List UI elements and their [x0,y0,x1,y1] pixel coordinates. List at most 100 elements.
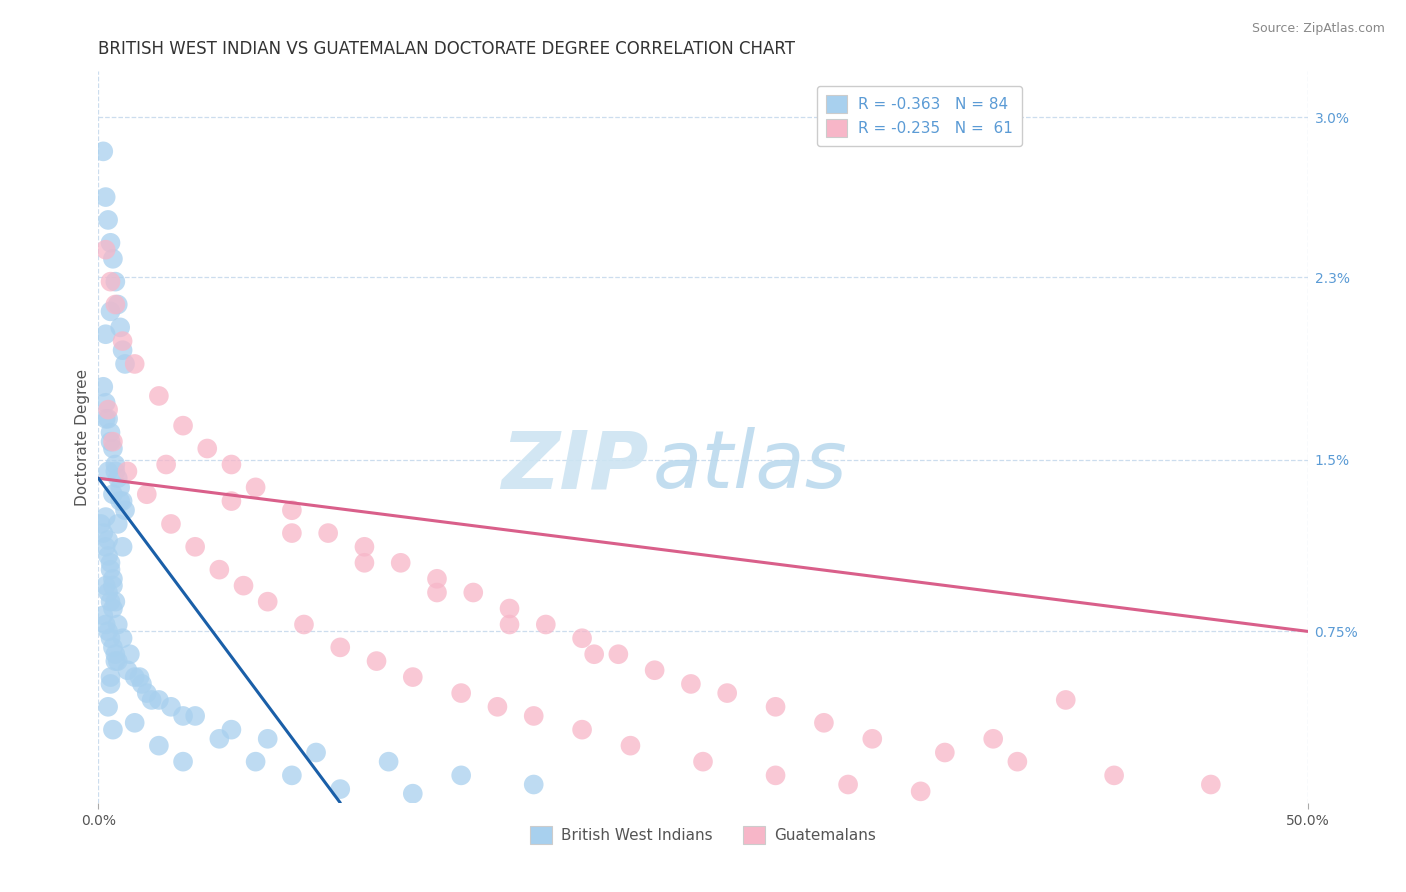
Point [292,617,315,632]
Point [934,746,956,760]
Point [184,709,207,723]
Point [135,487,157,501]
Point [281,503,304,517]
Point [426,585,449,599]
Point [281,768,304,782]
Point [124,715,146,730]
Point [426,572,449,586]
Point [571,723,593,737]
Point [329,782,352,797]
Point [208,563,231,577]
Point [101,442,124,456]
Point [245,480,267,494]
Point [117,663,139,677]
Point [91,608,114,623]
Point [100,556,122,570]
Point [111,334,134,348]
Point [523,778,546,792]
Point [107,617,129,632]
Point [107,516,129,531]
Point [389,556,412,570]
Point [571,632,593,646]
Point [100,677,122,691]
Point [117,464,139,478]
Point [141,693,163,707]
Point [94,579,117,593]
Point [716,686,738,700]
Point [583,647,606,661]
Point [329,640,352,655]
Point [208,731,231,746]
Point [256,731,278,746]
Point [104,647,127,661]
Point [498,617,520,632]
Point [101,252,124,266]
Point [97,585,120,599]
Point [91,145,114,159]
Point [94,327,117,342]
Point [91,380,114,394]
Text: BRITISH WEST INDIAN VS GUATEMALAN DOCTORATE DEGREE CORRELATION CHART: BRITISH WEST INDIAN VS GUATEMALAN DOCTOR… [98,40,796,58]
Point [813,715,835,730]
Point [1102,768,1125,782]
Point [450,768,472,782]
Point [148,389,170,403]
Point [765,699,787,714]
Point [124,357,146,371]
Point [837,778,859,792]
Point [97,412,120,426]
Point [172,418,194,433]
Point [100,563,122,577]
Point [316,526,339,541]
Point [94,510,117,524]
Point [232,579,254,593]
Point [104,464,127,478]
Point [100,594,122,608]
Point [128,670,150,684]
Point [100,425,122,440]
Point [100,275,122,289]
Point [100,632,122,646]
Point [184,540,207,554]
Point [94,540,117,554]
Point [101,579,124,593]
Point [1054,693,1077,707]
Point [124,670,146,684]
Point [111,540,134,554]
Point [101,640,124,655]
Point [402,670,425,684]
Point [94,190,117,204]
Point [245,755,267,769]
Point [353,556,375,570]
Point [108,480,131,494]
Point [104,654,127,668]
Point [765,768,787,782]
Text: atlas: atlas [652,427,846,506]
Point [131,677,153,691]
Point [692,755,714,769]
Point [118,647,141,661]
Point [910,784,932,798]
Point [94,243,117,257]
Point [101,572,124,586]
Text: Source: ZipAtlas.com: Source: ZipAtlas.com [1251,22,1385,36]
Point [97,402,120,417]
Point [90,516,112,531]
Point [111,632,134,646]
Point [107,471,129,485]
Point [644,663,666,677]
Point [402,787,425,801]
Point [104,275,127,289]
Point [100,434,122,449]
Point [305,746,328,760]
Point [94,396,117,410]
Point [195,442,218,456]
Point [160,699,183,714]
Point [114,503,136,517]
Point [104,297,127,311]
Point [97,549,120,563]
Point [221,723,243,737]
Point [1007,755,1029,769]
Point [94,617,117,632]
Point [155,458,177,472]
